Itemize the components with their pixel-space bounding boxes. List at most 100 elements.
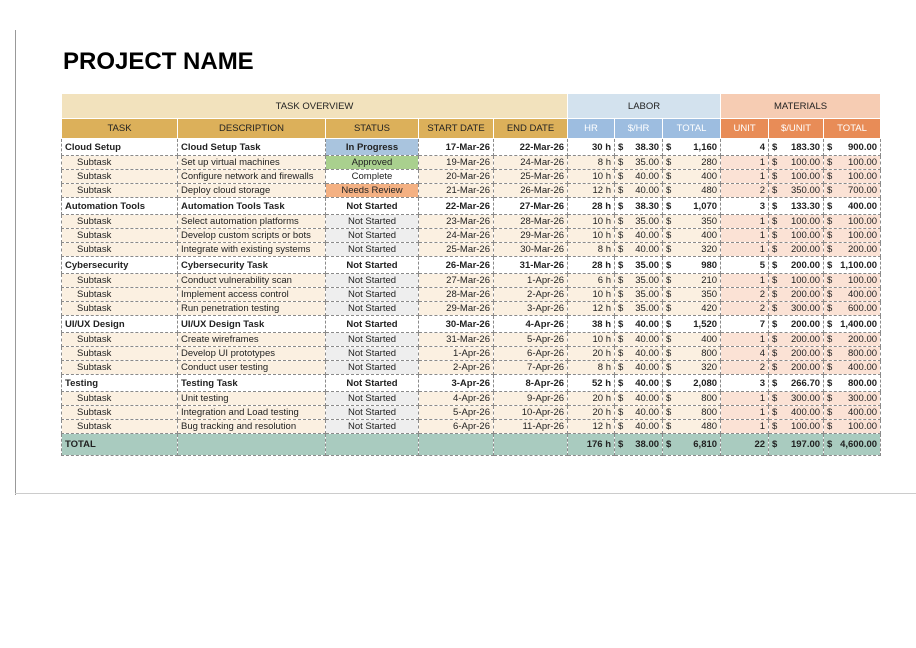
amount: 40.00 xyxy=(635,230,660,241)
cell: $400.00 xyxy=(768,405,825,420)
amount: 210 xyxy=(701,275,718,286)
currency-symbol: $ xyxy=(827,230,833,241)
cell: $600.00 xyxy=(823,301,882,316)
cell: $40.00 xyxy=(614,419,664,434)
amount: 800 xyxy=(701,348,718,359)
cell: 28 h xyxy=(567,197,616,215)
cell: 3-Apr-26 xyxy=(418,374,494,392)
task-row: Cloud Setup Cloud Setup Task In Progress 17… xyxy=(61,138,882,156)
amount: 40.00 xyxy=(635,318,660,330)
currency-symbol: $ xyxy=(618,141,624,153)
cell: $100.00 xyxy=(768,169,825,184)
currency-symbol: $ xyxy=(772,303,778,314)
amount: 35.00 xyxy=(635,216,660,227)
currency: $400.00 xyxy=(827,362,877,374)
currency-symbol: $ xyxy=(772,393,778,404)
amount: 100.00 xyxy=(790,421,821,432)
currency-symbol: $ xyxy=(666,303,672,314)
currency: $100.00 xyxy=(772,230,821,242)
currency-symbol: $ xyxy=(827,377,833,389)
cell: Not Started xyxy=(325,197,419,215)
amount: 300.00 xyxy=(790,303,821,314)
currency: $133.30 xyxy=(772,200,820,213)
cell: 6 h xyxy=(567,273,616,288)
cell: $200.00 xyxy=(768,332,825,347)
currency-symbol: $ xyxy=(772,171,778,182)
cell: 27-Mar-26 xyxy=(492,197,569,215)
cell: $40.00 xyxy=(614,332,664,347)
currency-symbol: $ xyxy=(618,393,624,404)
cell: Testing Task xyxy=(177,374,326,392)
currency-symbol: $ xyxy=(827,216,833,227)
currency-symbol: $ xyxy=(666,157,672,168)
cell: 4-Apr-26 xyxy=(418,391,494,406)
cell: 2 xyxy=(720,301,770,316)
page-break xyxy=(15,493,916,494)
currency-symbol: $ xyxy=(618,334,624,345)
amount: 100.00 xyxy=(847,216,878,227)
currency-symbol: $ xyxy=(827,393,833,404)
cell: TOTAL xyxy=(61,433,178,456)
subtask-row: Subtask Deploy cloud storage Needs Review 2… xyxy=(61,183,882,198)
currency-symbol: $ xyxy=(772,362,778,373)
currency: $40.00 xyxy=(618,185,659,197)
currency-symbol: $ xyxy=(772,421,778,432)
amount: 900.00 xyxy=(847,141,878,153)
cell: $40.00 xyxy=(614,183,664,198)
currency: $1,400.00 xyxy=(827,318,877,331)
currency-symbol: $ xyxy=(827,318,833,330)
cell: $400.00 xyxy=(823,405,882,420)
column-header: DESCRIPTION xyxy=(177,118,326,139)
cell: $1,520 xyxy=(662,315,722,333)
cell: Subtask xyxy=(61,346,178,361)
cell: 3-Apr-26 xyxy=(492,301,569,316)
cell: $100.00 xyxy=(768,155,825,170)
cell: $280 xyxy=(662,155,722,170)
cell: $200.00 xyxy=(823,242,882,257)
cell: 8-Apr-26 xyxy=(492,374,569,392)
cell: $100.00 xyxy=(823,169,882,184)
currency: $100.00 xyxy=(772,157,821,169)
cell: $200.00 xyxy=(768,242,825,257)
cell: UI/UX Design xyxy=(61,315,178,333)
amount: 200.00 xyxy=(790,318,821,330)
cell: $38.30 xyxy=(614,197,664,215)
currency: $1,520 xyxy=(666,318,717,331)
currency-symbol: $ xyxy=(618,377,624,389)
cell: $4,600.00 xyxy=(823,433,882,456)
cell: 30 h xyxy=(567,138,616,156)
currency-symbol: $ xyxy=(618,289,624,300)
amount: 200.00 xyxy=(790,259,821,271)
amount: 100.00 xyxy=(790,157,821,168)
cell: 10 h xyxy=(567,332,616,347)
currency-symbol: $ xyxy=(772,216,778,227)
currency-symbol: $ xyxy=(666,421,672,432)
amount: 2,080 xyxy=(693,377,718,389)
currency: $400.00 xyxy=(827,407,877,419)
amount: 40.00 xyxy=(635,334,660,345)
amount: 6,810 xyxy=(693,439,718,450)
column-header: $/HR xyxy=(614,118,664,139)
currency-symbol: $ xyxy=(618,318,624,330)
cell: $300.00 xyxy=(768,301,825,316)
currency-symbol: $ xyxy=(618,259,624,271)
amount: 100.00 xyxy=(790,230,821,241)
currency-symbol: $ xyxy=(618,171,624,182)
currency-symbol: $ xyxy=(618,421,624,432)
cell: $100.00 xyxy=(823,214,882,229)
amount: 350.00 xyxy=(790,185,821,196)
amount: 38.00 xyxy=(635,439,660,450)
amount: 100.00 xyxy=(790,171,821,182)
currency: $300.00 xyxy=(827,393,877,405)
currency-symbol: $ xyxy=(827,439,833,450)
cell: 2 xyxy=(720,360,770,375)
cell: Deploy cloud storage xyxy=(177,183,326,198)
currency: $35.00 xyxy=(618,157,659,169)
project-table: TASK OVERVIEW LABOR MATERIALS TASK DESCRIPTI… xyxy=(60,93,882,456)
currency: $350 xyxy=(666,289,717,301)
cell: 1 xyxy=(720,214,770,229)
cell: Needs Review xyxy=(325,183,419,198)
currency-symbol: $ xyxy=(666,259,672,271)
currency: $100.00 xyxy=(827,421,877,433)
currency-symbol: $ xyxy=(772,200,778,212)
